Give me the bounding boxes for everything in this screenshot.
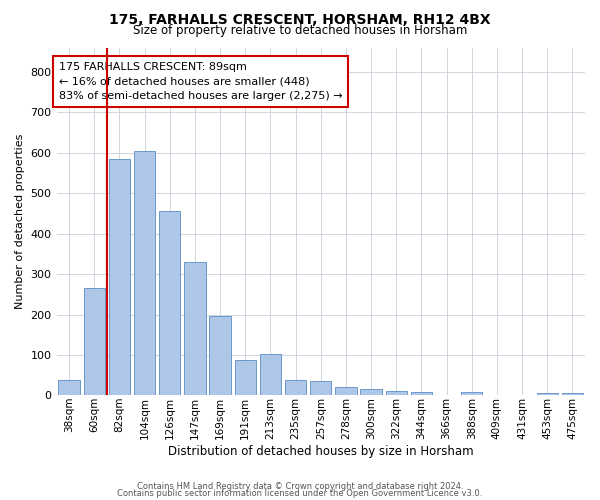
Bar (109, 159, 130, 396)
Bar (159, 212, 181, 396)
Bar (335, 388, 356, 396)
Text: Size of property relative to detached houses in Horsham: Size of property relative to detached ho… (133, 24, 467, 37)
Bar (411, 392, 432, 396)
Bar (209, 316, 231, 396)
X-axis label: Distribution of detached houses by size in Horsham: Distribution of detached houses by size … (168, 444, 473, 458)
Bar (285, 380, 307, 396)
Bar (536, 394, 558, 396)
Bar (562, 392, 583, 396)
Bar (361, 390, 382, 396)
Bar (461, 392, 482, 396)
Bar (83, 288, 105, 396)
Bar (235, 360, 256, 396)
Bar (134, 152, 155, 396)
Bar (260, 354, 281, 396)
Text: Contains HM Land Registry data © Crown copyright and database right 2024.: Contains HM Land Registry data © Crown c… (137, 482, 463, 491)
Text: Contains public sector information licensed under the Open Government Licence v3: Contains public sector information licen… (118, 488, 482, 498)
Bar (58, 380, 80, 396)
Text: 175 FARHALLS CRESCENT: 89sqm
← 16% of detached houses are smaller (448)
83% of s: 175 FARHALLS CRESCENT: 89sqm ← 16% of de… (59, 62, 342, 102)
Text: 175, FARHALLS CRESCENT, HORSHAM, RH12 4BX: 175, FARHALLS CRESCENT, HORSHAM, RH12 4B… (109, 12, 491, 26)
Bar (310, 382, 331, 396)
Bar (386, 390, 407, 396)
Y-axis label: Number of detached properties: Number of detached properties (15, 134, 25, 309)
Bar (184, 262, 206, 396)
